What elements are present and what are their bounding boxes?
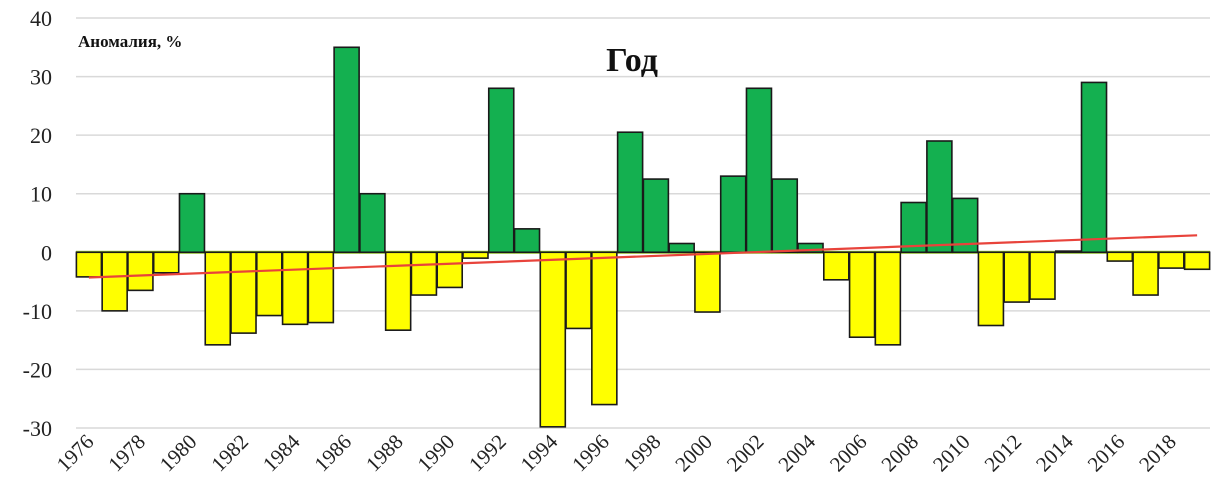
bars-group [75, 46, 1211, 428]
bar-2006 [848, 251, 876, 339]
x-axis-ticks: 1976 1978 1980 1982 1984 1986 1988 1990 1992 1994… [52, 429, 1181, 476]
bar-1989 [410, 251, 438, 296]
bar-1976 [75, 251, 103, 278]
bar-2015 [1080, 81, 1108, 254]
y-tick-label: 0 [41, 240, 52, 265]
x-tick-label: 1986 [309, 430, 356, 477]
x-tick-label: 2008 [876, 430, 923, 477]
chart-title: Год [606, 42, 658, 79]
bar-1999 [668, 242, 695, 254]
x-tick-label: 1998 [619, 430, 666, 477]
y-axis-ticks: 40 30 20 10 0 -10 -20 -30 [23, 6, 52, 441]
y-tick-label: 10 [30, 182, 52, 207]
y-tick-label: 40 [30, 6, 52, 31]
bar-1996 [591, 251, 618, 406]
x-tick-label: 1988 [361, 430, 408, 477]
trend-line-group [88, 234, 1198, 279]
bar-1983 [255, 251, 283, 317]
bar-1994 [539, 251, 567, 428]
bar-2004 [797, 242, 824, 254]
x-tick-label: 1996 [567, 430, 614, 477]
bar-2014 [1054, 250, 1082, 254]
x-tick-label: 1990 [413, 430, 460, 477]
x-tick-label: 2012 [980, 430, 1027, 477]
bar-1979 [152, 251, 180, 274]
bar-1993 [513, 228, 541, 254]
x-tick-label: 1984 [258, 429, 305, 476]
x-tick-label: 2000 [670, 430, 717, 477]
bar-1987 [359, 192, 386, 254]
bar-1982 [230, 251, 257, 334]
bar-2016 [1106, 251, 1134, 262]
bar-2000 [694, 251, 721, 313]
x-tick-label: 2002 [722, 430, 769, 477]
x-tick-label: 2014 [1031, 429, 1078, 476]
bar-1986 [333, 46, 360, 254]
y-tick-label: -10 [23, 299, 52, 324]
y-tick-label: -20 [23, 357, 52, 382]
x-tick-label: 1980 [155, 430, 202, 477]
x-tick-label: 1976 [52, 430, 99, 477]
x-tick-label: 2006 [825, 430, 872, 477]
y-axis-label: Аномалия, % [78, 32, 182, 51]
bar-1991 [462, 251, 489, 259]
bar-1977 [101, 251, 128, 312]
bar-1981 [204, 251, 232, 346]
x-tick-label: 1982 [206, 430, 253, 477]
y-tick-label: -30 [23, 416, 52, 441]
bar-1978 [127, 251, 154, 292]
bar-2008 [900, 201, 927, 254]
y-tick-label: 20 [30, 123, 52, 148]
x-tick-label: 2016 [1083, 430, 1130, 477]
bar-2002 [745, 87, 773, 254]
trend-line [88, 234, 1198, 279]
bar-1992 [487, 87, 515, 254]
x-tick-label: 1978 [103, 430, 150, 477]
x-tick-label: 1992 [464, 430, 511, 477]
bar-2011 [977, 251, 1005, 327]
bar-1988 [384, 251, 412, 331]
bar-2009 [926, 140, 953, 254]
bar-1980 [178, 192, 206, 254]
bar-2012 [1003, 251, 1031, 303]
bar-1990 [436, 251, 464, 289]
bar-2017 [1132, 251, 1159, 296]
bar-1985 [307, 251, 335, 324]
bar-1995 [565, 251, 592, 330]
bar-2013 [1029, 251, 1056, 300]
bar-1998 [642, 178, 670, 254]
bar-2007 [874, 251, 902, 346]
bar-2019 [1183, 251, 1211, 271]
y-tick-label: 30 [30, 65, 52, 90]
x-tick-label: 2010 [928, 430, 975, 477]
x-tick-label: 1994 [516, 429, 563, 476]
x-tick-label: 2018 [1134, 430, 1181, 477]
x-tick-label: 2004 [773, 429, 820, 476]
bar-2005 [822, 251, 850, 281]
bar-2001 [719, 175, 747, 254]
bar-1997 [616, 131, 644, 254]
bar-2018 [1158, 251, 1185, 269]
bar-1984 [281, 251, 309, 326]
bar-2003 [771, 178, 799, 254]
